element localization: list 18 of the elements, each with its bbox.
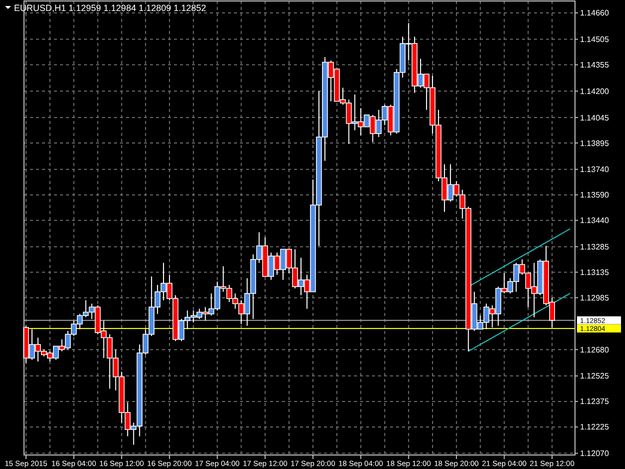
y-tick-label: 1.13440 (580, 216, 610, 226)
y-tick-label: 1.12070 (580, 449, 610, 458)
y-tick-label: 1.12225 (580, 422, 610, 432)
y-tick-label: 1.14505 (580, 35, 610, 44)
y-tick-label: 1.14355 (580, 60, 610, 70)
y-tick-label: 1.13135 (580, 268, 610, 278)
y-tick-label: 1.14200 (580, 86, 610, 96)
y-tick-label: 1.12680 (580, 345, 610, 354)
y-tick-label: 1.12985 (580, 294, 610, 303)
y-tick-label: 1.12525 (580, 372, 610, 381)
y-tick-label: 1.13285 (580, 242, 610, 252)
y-tick-label: 1.14045 (580, 113, 610, 122)
line-series (468, 292, 571, 352)
y-tick-label: 1.13740 (580, 165, 610, 174)
y-tick-label: 1.14660 (580, 8, 610, 18)
y-tick-label: 1.13590 (580, 190, 610, 200)
y-tick-label: 1.13895 (580, 138, 610, 148)
y-tick-label: 1.12375 (580, 397, 610, 406)
